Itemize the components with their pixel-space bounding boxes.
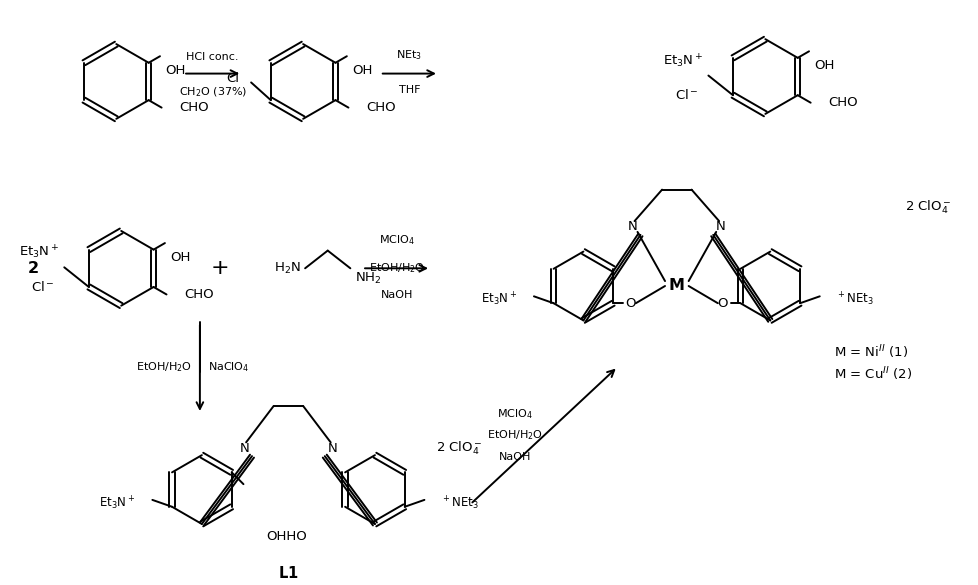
Text: CHO: CHO [184, 288, 213, 301]
Text: OHHO: OHHO [266, 530, 306, 543]
Text: Cl$^-$: Cl$^-$ [674, 88, 698, 102]
Text: CHO: CHO [179, 101, 208, 114]
Text: CHO: CHO [827, 96, 857, 109]
Text: Et$_3$N$^+$: Et$_3$N$^+$ [100, 494, 136, 511]
Text: O: O [625, 297, 636, 309]
Text: 2 ClO$_4^-$: 2 ClO$_4^-$ [905, 198, 952, 216]
Text: Et$_3$N$^+$: Et$_3$N$^+$ [19, 244, 60, 261]
Text: N: N [239, 442, 248, 455]
Text: NaOH: NaOH [498, 452, 530, 462]
Text: H$_2$N: H$_2$N [274, 261, 300, 276]
Text: +: + [210, 259, 229, 278]
Text: NaClO$_4$: NaClO$_4$ [207, 360, 249, 374]
Text: N: N [716, 221, 726, 233]
Text: 2: 2 [27, 261, 39, 276]
Text: 2 ClO$_4^-$: 2 ClO$_4^-$ [435, 439, 482, 457]
Text: HCl conc.: HCl conc. [186, 52, 239, 62]
Text: OH: OH [169, 251, 190, 264]
Text: OH: OH [813, 59, 833, 72]
Text: N: N [627, 221, 637, 233]
Text: Cl: Cl [226, 72, 239, 85]
Text: NaOH: NaOH [380, 290, 413, 300]
Text: EtOH/H$_2$O: EtOH/H$_2$O [486, 429, 542, 442]
Text: $\mathbf{L1}$: $\mathbf{L1}$ [278, 565, 298, 581]
Text: M = Cu$^{II}$ (2): M = Cu$^{II}$ (2) [833, 366, 911, 383]
Text: M: M [668, 278, 685, 294]
Text: Cl$^-$: Cl$^-$ [30, 280, 55, 294]
Text: MClO$_4$: MClO$_4$ [496, 407, 532, 421]
Text: $^+$NEt$_3$: $^+$NEt$_3$ [835, 291, 873, 308]
Text: EtOH/H$_2$O: EtOH/H$_2$O [136, 360, 192, 374]
Text: Et$_3$N$^+$: Et$_3$N$^+$ [480, 291, 516, 308]
Text: CH$_2$O (37%): CH$_2$O (37%) [178, 85, 246, 99]
Text: M = Ni$^{II}$ (1): M = Ni$^{II}$ (1) [833, 343, 908, 361]
Text: NEt$_3$: NEt$_3$ [396, 48, 422, 62]
Text: $^+$NEt$_3$: $^+$NEt$_3$ [441, 494, 478, 511]
Text: EtOH/H$_2$O: EtOH/H$_2$O [369, 261, 424, 275]
Text: O: O [717, 297, 728, 309]
Text: OH: OH [164, 64, 185, 77]
Text: MClO$_4$: MClO$_4$ [378, 233, 414, 247]
Text: NH$_2$: NH$_2$ [355, 271, 381, 286]
Text: OH: OH [351, 64, 372, 77]
Text: THF: THF [398, 85, 420, 95]
Text: CHO: CHO [366, 101, 395, 114]
Text: Et$_3$N$^+$: Et$_3$N$^+$ [662, 52, 703, 70]
Text: N: N [328, 442, 337, 455]
